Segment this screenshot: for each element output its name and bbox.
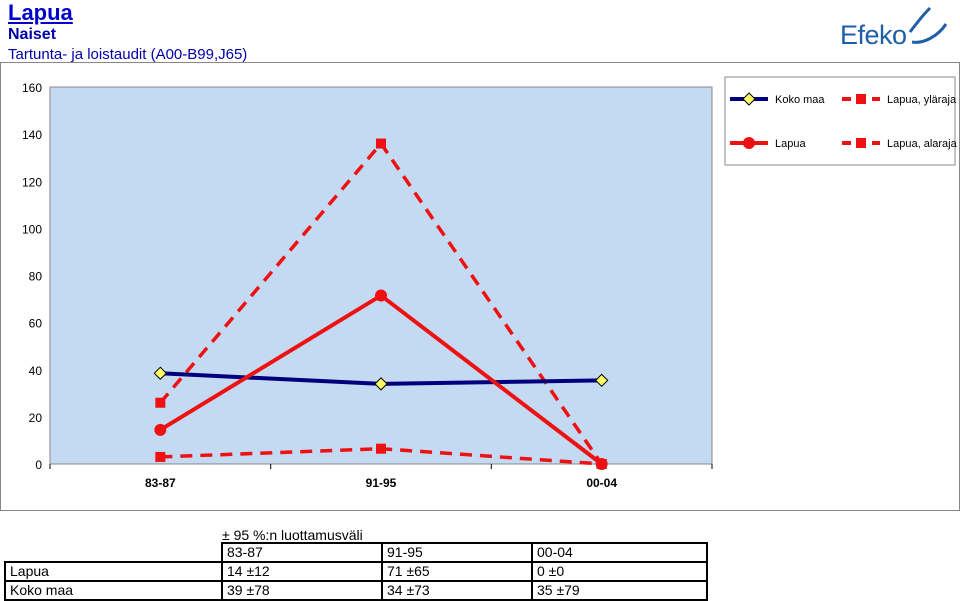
page-title: Lapua [8, 0, 73, 25]
ci-header-cell: 00-04 [531, 542, 708, 563]
chart: 0 20 40 60 80 100 120 140 160 83-87 91-95 00-04 Koko… [0, 62, 960, 511]
legend-item: Koko maa [730, 92, 825, 106]
disease-group-label: Tartunta- ja loistaudit (A00-B99,J65) [8, 46, 248, 63]
legend-box [724, 76, 956, 166]
ci-table: 83-87 91-95 00-04 Lapua 14 ±12 71 ±65 0 … [4, 542, 708, 601]
legend-item: Lapua [730, 137, 806, 150]
ci-cell: 35 ±79 [531, 580, 708, 601]
legend-item: Lapua, alaraja [842, 138, 958, 150]
data-point [375, 289, 387, 302]
ci-cell: 71 ±65 [381, 561, 533, 582]
ci-header-cell: 91-95 [381, 542, 533, 563]
data-point [594, 373, 609, 388]
ci-header-cell: 83-87 [221, 542, 383, 563]
ci-cell: 0 ±0 [531, 561, 708, 582]
data-point [376, 138, 386, 149]
legend-label: Lapua, yläraja [887, 94, 957, 106]
y-tick-label: 140 [22, 128, 42, 142]
data-point [155, 451, 166, 462]
ci-row-label: Lapua [4, 561, 223, 582]
data-point [155, 397, 166, 408]
series-1 [153, 366, 609, 391]
series-3 [154, 289, 608, 470]
y-tick-label: 100 [22, 222, 42, 236]
y-tick-label: 0 [35, 458, 42, 472]
legend-label: Koko maa [775, 94, 825, 106]
y-tick-label: 60 [29, 317, 43, 331]
data-point [595, 458, 608, 470]
logo-swoosh-icon [908, 6, 948, 44]
page-subtitle: Naiset [8, 26, 57, 43]
ci-table-title: ± 95 %:n luottamusväli [222, 527, 363, 543]
ci-cell: 14 ±12 [221, 561, 383, 582]
x-tick-label: 00-04 [586, 476, 617, 490]
ci-header-row: 83-87 91-95 00-04 [5, 542, 708, 563]
legend-label: Lapua [775, 138, 806, 150]
legend-swatch-marker [856, 94, 866, 104]
y-tick-label: 120 [22, 175, 42, 189]
x-tick-label: 83-87 [145, 476, 176, 490]
ci-cell: 39 ±78 [221, 580, 383, 601]
ci-corner [5, 543, 222, 562]
y-tick-label: 160 [22, 81, 42, 95]
ci-row-koko-maa: Koko maa 39 ±78 34 ±73 35 ±79 [4, 580, 708, 601]
logo-text: Efeko [840, 20, 907, 50]
y-tick-label: 40 [29, 364, 43, 378]
ci-row-lapua: Lapua 14 ±12 71 ±65 0 ±0 [4, 561, 708, 582]
legend-swatch-marker [742, 92, 756, 106]
x-tick-label: 91-95 [366, 476, 397, 490]
legend-swatch-marker [856, 138, 866, 148]
ci-row-label: Koko maa [4, 580, 223, 601]
ci-cell: 34 ±73 [381, 580, 533, 601]
legend-label: Lapua, alaraja [887, 138, 958, 150]
y-tick-label: 80 [29, 270, 43, 284]
y-tick-label: 20 [29, 411, 43, 425]
data-point [376, 443, 386, 454]
efeko-logo: Efeko [840, 6, 950, 52]
data-point [154, 423, 167, 436]
legend-swatch-marker [743, 137, 755, 149]
data-point [374, 377, 388, 391]
legend-item: Lapua, yläraja [842, 94, 957, 106]
data-point [153, 366, 168, 380]
